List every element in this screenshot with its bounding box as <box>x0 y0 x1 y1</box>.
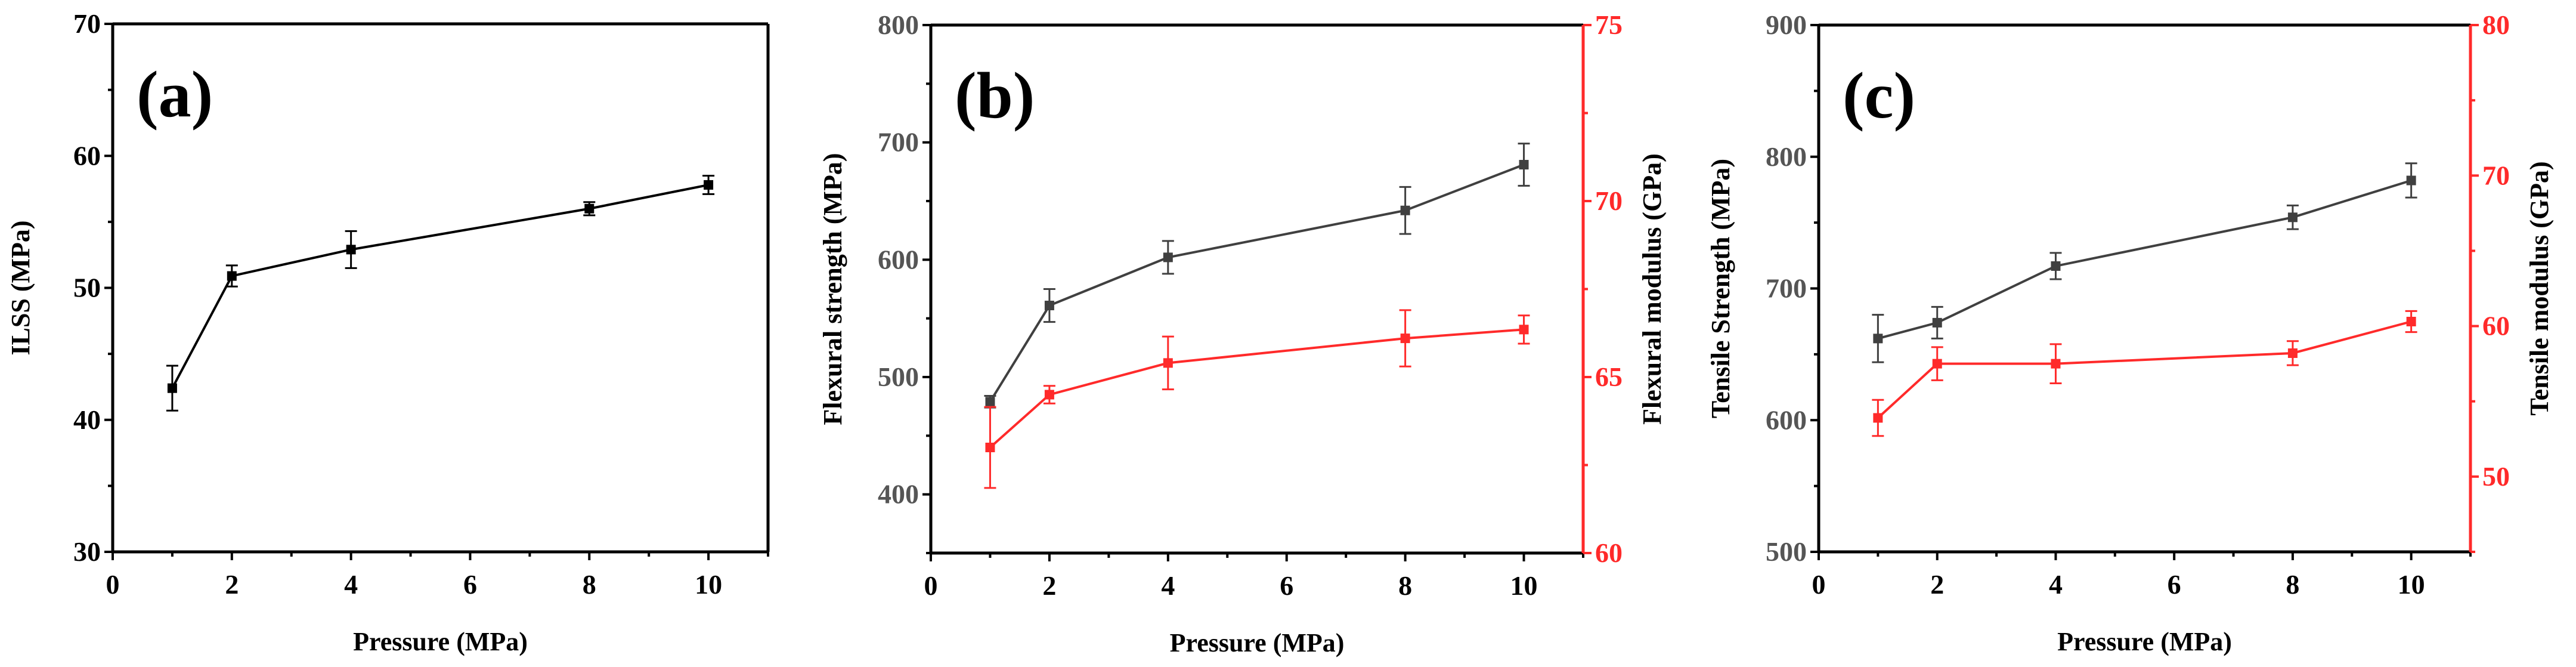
y-right-tick-label: 65 <box>1595 362 1623 392</box>
y-tick-label: 600 <box>878 244 919 274</box>
y-tick-label: 400 <box>878 479 919 509</box>
x-tick-label: 8 <box>1398 570 1412 601</box>
series-line <box>1877 320 2412 419</box>
series-tensile-strength <box>1872 162 2417 363</box>
data-point <box>2406 175 2416 186</box>
data-point <box>704 180 714 190</box>
data-point <box>985 443 995 452</box>
series-flexural-modulus <box>984 309 1530 489</box>
x-tick-label: 6 <box>2168 569 2181 600</box>
y-right-tick-label: 80 <box>2482 10 2510 40</box>
panel-label: (a) <box>137 58 213 131</box>
y-tick-label: 30 <box>73 536 101 567</box>
x-axis-title: Pressure (MPa) <box>353 627 528 656</box>
data-point <box>2051 359 2061 369</box>
data-point <box>985 397 995 407</box>
panel-label: (c) <box>1843 59 1915 132</box>
y-right-tick-label: 75 <box>1595 10 1623 40</box>
x-tick-label: 2 <box>1930 569 1944 600</box>
data-point <box>2406 317 2416 327</box>
x-tick-label: 4 <box>2049 569 2063 600</box>
x-tick-label: 4 <box>1161 570 1175 601</box>
y-tick-label: 600 <box>1766 404 1807 435</box>
x-tick-label: 2 <box>225 569 239 600</box>
x-tick-label: 0 <box>106 569 120 600</box>
series-ilss <box>166 174 715 412</box>
y-tick-label: 800 <box>1766 141 1807 172</box>
data-point <box>1163 358 1173 368</box>
data-point <box>227 271 237 281</box>
x-tick-label: 2 <box>1042 570 1056 601</box>
y-tick-label: 900 <box>1766 10 1807 40</box>
panel-a: 0 2 4 6 8 10 30 40 50 60 70 Pressure (MPa) ILSS (MPa… <box>6 8 770 656</box>
y-tick-label: 700 <box>878 127 919 158</box>
series-line <box>1877 179 2412 340</box>
x-tick-label: 8 <box>2286 569 2299 600</box>
y-tick-label: 60 <box>73 140 101 171</box>
data-point <box>1519 160 1529 170</box>
y-right-tick-label: 70 <box>2482 160 2510 190</box>
series-line <box>989 163 1525 403</box>
y-tick-label: 500 <box>878 362 919 392</box>
y-tick-label: 70 <box>73 8 101 39</box>
y-right-tick-label: 50 <box>2482 461 2510 492</box>
y-right-tick-label: 60 <box>2482 311 2510 341</box>
data-point <box>1873 413 1883 423</box>
panel-b: 0 2 4 6 8 10 400 500 600 700 800 60 65 70 75 Flexural m… <box>818 10 1667 657</box>
y-tick-label: 50 <box>73 273 101 303</box>
data-point <box>2287 348 2298 358</box>
data-point <box>1932 317 1942 328</box>
data-point <box>1400 334 1410 344</box>
data-point <box>1400 205 1410 215</box>
y-axis-title: Tensile Strength (MPa) <box>1706 159 1735 418</box>
series-flexural-strength <box>984 143 1530 409</box>
y-axis-title: ILSS (MPa) <box>6 220 35 355</box>
series-line <box>989 328 1524 449</box>
data-point <box>2287 212 2298 223</box>
x-tick-label: 10 <box>695 569 722 600</box>
x-tick-label: 4 <box>344 569 358 600</box>
y-tick-label: 40 <box>73 404 101 435</box>
panel-label: (b) <box>955 59 1035 132</box>
data-point <box>1044 301 1054 311</box>
data-point <box>1519 325 1529 335</box>
data-point <box>2051 261 2061 271</box>
data-point <box>1163 252 1173 263</box>
x-tick-label: 10 <box>2398 569 2425 600</box>
x-tick-label: 8 <box>583 569 596 600</box>
data-point <box>1873 334 1883 344</box>
series-line <box>171 183 709 389</box>
data-point <box>1932 359 1942 369</box>
y-right-tick-label: 60 <box>1595 538 1623 568</box>
x-tick-label: 6 <box>463 569 477 600</box>
series-tensile-modulus <box>1872 310 2417 437</box>
panel-c: 0 2 4 6 8 10 500 600 700 800 900 50 60 70 80 Tensile mo… <box>1706 10 2554 656</box>
y-right-axis-title: Tensile modulus (GPa) <box>2525 161 2554 415</box>
y-axis-title: Flexural strength (MPa) <box>818 153 847 425</box>
x-tick-label: 10 <box>1510 570 1538 601</box>
x-axis-title: Pressure (MPa) <box>2057 627 2232 656</box>
x-tick-label: 0 <box>1812 569 1826 600</box>
data-point <box>167 383 177 393</box>
data-point <box>584 203 595 214</box>
y-tick-label: 500 <box>1766 536 1807 567</box>
y-tick-label: 700 <box>1766 273 1807 304</box>
x-tick-label: 6 <box>1280 570 1293 601</box>
y-right-axis-title: Flexural modulus (GPa) <box>1637 153 1667 425</box>
y-tick-label: 800 <box>878 10 919 40</box>
y-right-tick-label: 70 <box>1595 186 1623 216</box>
data-point <box>346 245 356 255</box>
x-axis-title: Pressure (MPa) <box>1170 628 1345 657</box>
x-tick-label: 0 <box>924 570 938 601</box>
data-point <box>1044 390 1054 400</box>
